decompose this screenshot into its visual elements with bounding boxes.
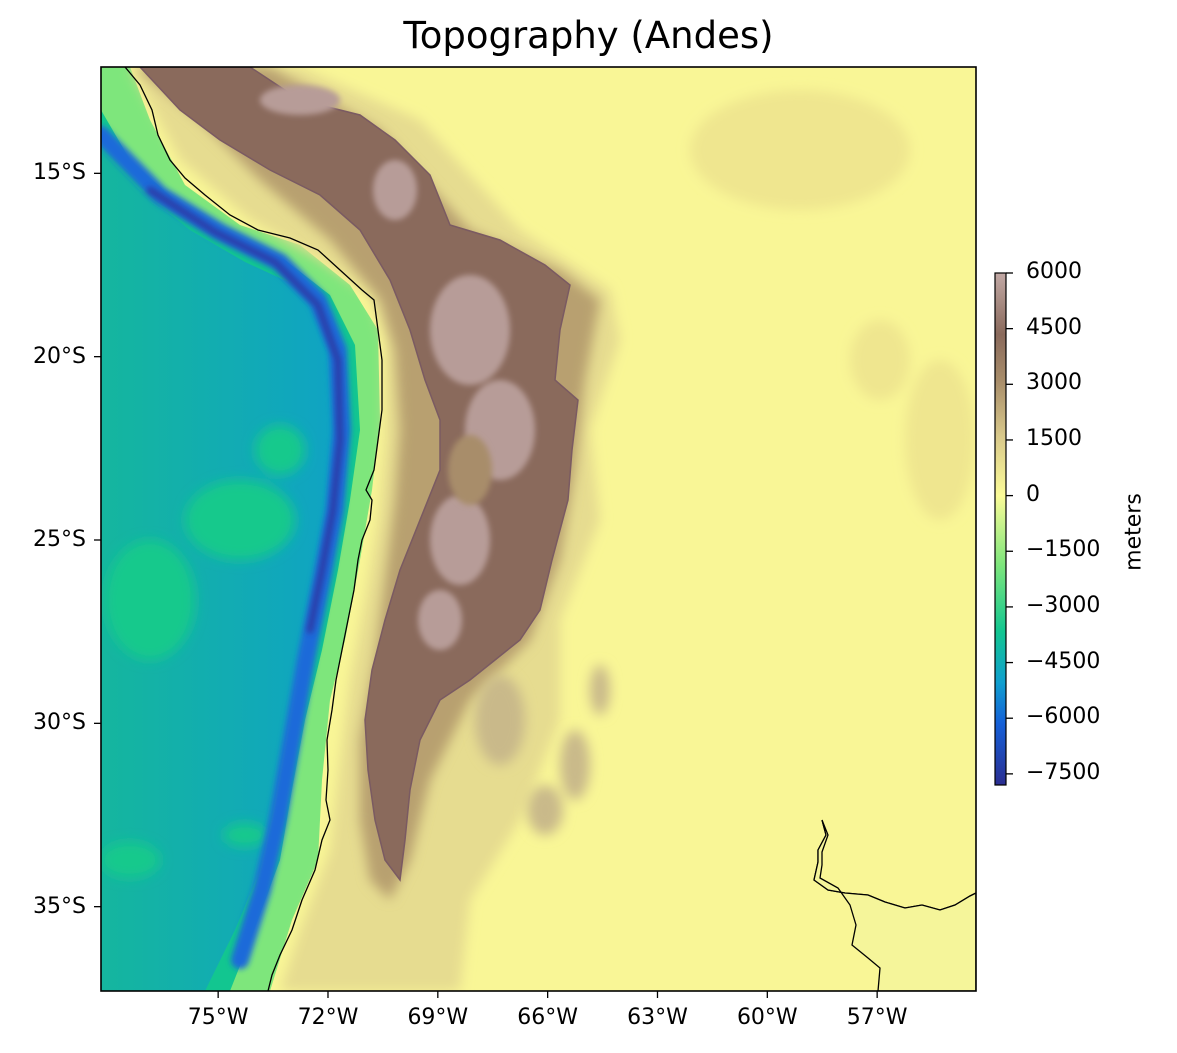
ocean-basin xyxy=(101,150,338,991)
andes-range xyxy=(138,67,579,882)
sierras-pampeanas xyxy=(475,665,610,835)
colorbar-tick-label: −1500 xyxy=(1026,537,1101,563)
colorbar-tick-label: 3000 xyxy=(1026,370,1082,396)
colorbar-tick-label: −6000 xyxy=(1026,704,1101,730)
axis-ticks xyxy=(94,172,878,998)
colorbar-title: meters xyxy=(1121,493,1147,571)
lon-tick-label: 72°W xyxy=(297,1005,359,1030)
lon-tick-label: 57°W xyxy=(846,1005,908,1030)
colorbar-tick-label: −3000 xyxy=(1026,592,1101,618)
colorbar-ticks xyxy=(1006,272,1013,775)
colorbar-tick-label: −4500 xyxy=(1026,648,1101,674)
eastern-lowlands xyxy=(690,90,975,520)
lon-tick-label: 69°W xyxy=(407,1005,469,1030)
colorbar-tick-label: 4500 xyxy=(1026,314,1082,340)
lat-tick-label: 15°S xyxy=(33,160,86,186)
map-frame xyxy=(100,66,977,992)
seamounts xyxy=(101,425,305,878)
lat-tick-label: 20°S xyxy=(33,343,86,369)
lat-tick-label: 35°S xyxy=(33,893,86,919)
lat-tick-label: 25°S xyxy=(33,527,86,552)
puna-basin xyxy=(448,435,492,505)
lon-tick-label: 63°W xyxy=(627,1005,688,1030)
lon-tick-label: 75°W xyxy=(187,1005,249,1030)
colorbar-tick-label: 1500 xyxy=(1026,425,1082,451)
trench-axis xyxy=(146,186,344,634)
map-title: Topography (Andes) xyxy=(403,14,774,57)
plata-estuary xyxy=(813,819,976,991)
lon-tick-label: 66°W xyxy=(517,1005,579,1030)
lat-tick-label: 30°S xyxy=(33,710,86,736)
colorbar-tick-label: −7500 xyxy=(1026,759,1101,785)
lon-tick-label: 60°W xyxy=(736,1005,798,1030)
map-area xyxy=(101,67,976,991)
colorbar-tick-label: 0 xyxy=(1026,481,1040,507)
colorbar xyxy=(994,272,1007,786)
pacific-coastline xyxy=(124,67,383,991)
colorbar-tick-label: 6000 xyxy=(1026,259,1082,284)
